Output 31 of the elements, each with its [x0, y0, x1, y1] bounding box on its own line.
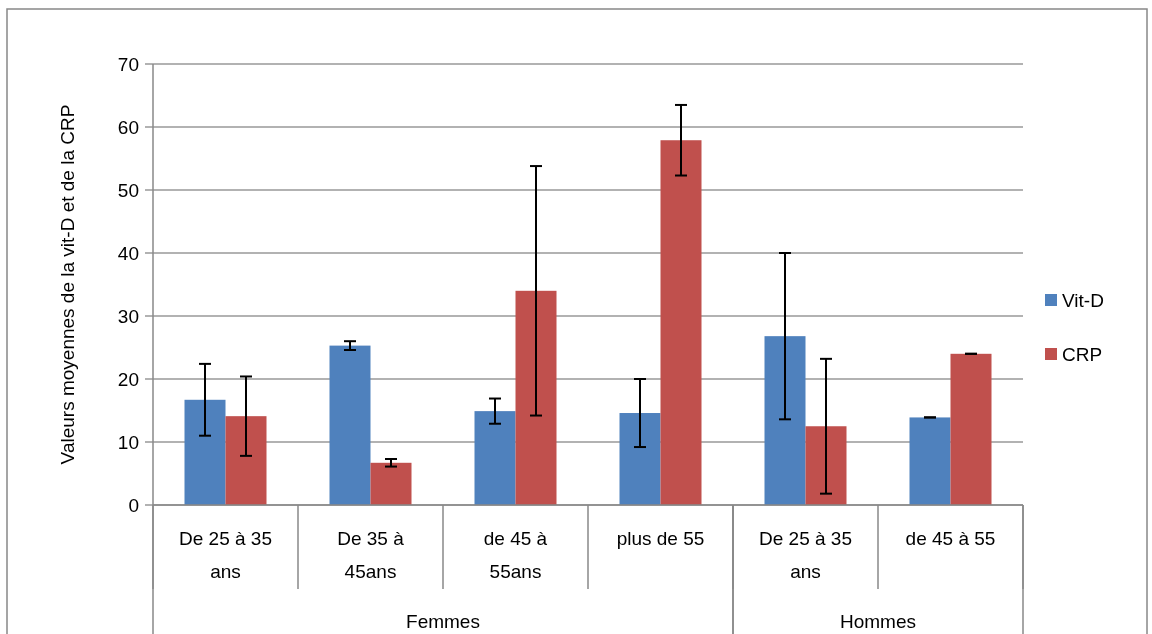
y-tick-label: 70 [117, 53, 139, 75]
text: Femmes [406, 611, 480, 632]
y-tick-label: 40 [117, 242, 139, 264]
legend-label: CRP [1062, 343, 1103, 365]
x-tick-label: plus de 55 [616, 528, 705, 549]
y-tick-label: 30 [117, 305, 139, 327]
y-tick-label: 20 [117, 368, 139, 390]
bar [474, 411, 516, 505]
x-tick-label: De 35 à 45ans [337, 528, 405, 582]
y-tick-label: 60 [117, 116, 139, 138]
y-tick-label: 0 [128, 494, 139, 516]
bar [805, 426, 847, 505]
x-tick-label: De 25 à 35 ans [759, 528, 852, 582]
x-tick-label: de 45 à 55 [905, 528, 996, 549]
bar [370, 462, 412, 505]
x-tick-label: de 45 à 55ans [483, 528, 548, 582]
y-axis-title: Valeurs moyennes de la vit-D et de la CRP [57, 104, 78, 465]
bar [329, 345, 371, 505]
bar [950, 353, 992, 505]
bar [184, 399, 226, 505]
bar [764, 336, 806, 505]
bar [909, 417, 951, 505]
legend-label: Vit-D [1062, 289, 1104, 311]
x-tick-label: De 25 à 35 ans [179, 528, 272, 582]
bar [619, 413, 661, 505]
bar [225, 416, 267, 505]
y-tick-label: 10 [117, 431, 139, 453]
bar [515, 290, 557, 505]
text: Hommes [839, 611, 917, 632]
bar [660, 140, 702, 505]
y-tick-label: 50 [117, 179, 139, 201]
